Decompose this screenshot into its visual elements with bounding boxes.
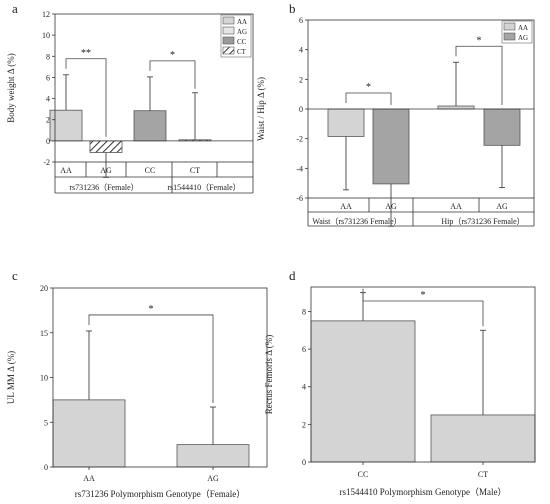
y-tick-label-3: 0 bbox=[299, 105, 303, 114]
significance-label-1: * bbox=[477, 35, 482, 46]
y-tick-label-4: 2 bbox=[299, 75, 303, 84]
plot-frame bbox=[54, 13, 254, 163]
y-tick-label-2: 10 bbox=[40, 374, 48, 383]
plot-frame bbox=[310, 286, 536, 463]
y-tick-label-0: -6 bbox=[296, 194, 303, 203]
bar-0 bbox=[310, 320, 416, 463]
significance-label-0: * bbox=[366, 82, 371, 93]
panel-c: c 0 5 10 15 20 UL MM Δ (%) AA AG rs731236 Polymor… bbox=[6, 268, 268, 499]
x-tick-label-1: AG bbox=[385, 202, 397, 211]
panel-letter: a bbox=[12, 1, 18, 16]
y-tick-label-2: 2 bbox=[46, 116, 50, 125]
significance-bracket-1 bbox=[149, 60, 196, 89]
y-tick-label-1: -4 bbox=[296, 164, 303, 173]
significance-bracket-0 bbox=[65, 58, 107, 137]
panel-a: a -2 0 2 4 6 8 10 12 Body weight Δ (%) AA AG CC CT rs7… bbox=[6, 1, 254, 194]
y-tick-label-4: 20 bbox=[40, 284, 48, 293]
legend-swatch-1 bbox=[503, 32, 516, 41]
y-tick-label-3: 4 bbox=[46, 95, 50, 104]
significance-label-0: * bbox=[421, 290, 426, 301]
bar-1 bbox=[372, 108, 410, 185]
group-label-0: Waist（rs731236 Female） bbox=[312, 217, 401, 226]
group-label-1: Hip（rs731236 Female） bbox=[441, 217, 524, 226]
y-tick-label-2: 4 bbox=[302, 383, 306, 392]
y-tick-label-0: -2 bbox=[43, 158, 50, 167]
group-label-0: rs731236（Female） bbox=[69, 183, 138, 192]
y-tick-label-4: 6 bbox=[46, 73, 50, 82]
x-tick-label-2: CC bbox=[145, 166, 156, 175]
panel-letter: c bbox=[12, 268, 18, 283]
x-tick-label-1: AG bbox=[207, 474, 219, 483]
y-axis-label: UL MM Δ (%) bbox=[6, 351, 16, 404]
x-axis-label: rs731236 Polymorphism Genotype（Female） bbox=[75, 489, 246, 499]
significance-bracket-0 bbox=[362, 288, 484, 327]
legend-swatch-2 bbox=[222, 36, 235, 45]
x-tick-label-1: AG bbox=[100, 166, 112, 175]
y-tick-label-3: 6 bbox=[302, 345, 306, 354]
significance-label-0: * bbox=[149, 304, 154, 315]
bar-1 bbox=[89, 140, 123, 153]
legend-label-1: AG bbox=[237, 28, 247, 36]
legend-swatch-1 bbox=[222, 26, 235, 35]
y-tick-label-6: 6 bbox=[299, 16, 303, 25]
bar-1 bbox=[176, 444, 250, 468]
y-axis-label: Waist / Hip Δ (%) bbox=[256, 77, 266, 141]
legend-label-1: AG bbox=[518, 34, 528, 42]
bar-2 bbox=[133, 110, 167, 142]
y-tick-label-1: 5 bbox=[44, 418, 48, 427]
y-tick-label-7: 12 bbox=[42, 10, 50, 19]
legend-swatch-0 bbox=[222, 16, 235, 25]
panel-b: b -6 -4 -2 0 2 4 6 Waist / Hip Δ (%) AA AG AA AG Wais… bbox=[256, 1, 535, 227]
y-tick-label-3: 15 bbox=[40, 329, 48, 338]
legend-label-0: AA bbox=[237, 18, 247, 26]
legend-swatch-0 bbox=[503, 22, 516, 31]
x-tick-label-0: AA bbox=[60, 166, 72, 175]
significance-bracket-0 bbox=[88, 314, 214, 404]
legend-label-0: AA bbox=[518, 24, 528, 32]
x-tick-label-0: AA bbox=[83, 474, 95, 483]
x-tick-label-0: CC bbox=[358, 470, 369, 479]
y-axis-label: Rectus Femoris Δ (%) bbox=[264, 335, 274, 415]
bar-1 bbox=[430, 414, 536, 463]
x-tick-label-2: AA bbox=[450, 202, 462, 211]
y-tick-label-5: 4 bbox=[299, 46, 303, 55]
y-tick-label-4: 8 bbox=[302, 307, 306, 316]
significance-bracket-1 bbox=[455, 45, 503, 105]
significance-label-0: ** bbox=[81, 48, 91, 59]
y-tick-label-1: 0 bbox=[46, 137, 50, 146]
x-tick-label-0: AA bbox=[340, 202, 352, 211]
panel-letter: b bbox=[289, 1, 296, 16]
bar-0 bbox=[327, 108, 365, 137]
y-tick-label-2: -2 bbox=[296, 135, 303, 144]
x-tick-label-3: AG bbox=[496, 202, 508, 211]
y-tick-label-1: 2 bbox=[302, 420, 306, 429]
legend-label-3: CT bbox=[237, 48, 247, 56]
bar-0 bbox=[52, 399, 126, 468]
x-axis-label: rs1544410 Polymorphism Genotype（Male） bbox=[340, 487, 507, 497]
panel-letter: d bbox=[289, 268, 296, 283]
legend-label-2: CC bbox=[237, 38, 247, 46]
y-tick-label-0: 0 bbox=[302, 458, 306, 467]
legend-swatch-3 bbox=[222, 46, 235, 55]
panel-d: d 0 2 4 6 8 Rectus Femoris Δ (%) CC CT rs1544410 … bbox=[264, 268, 536, 497]
bar-3 bbox=[483, 108, 521, 146]
group-label-1: rs1544410（Female） bbox=[167, 183, 240, 192]
y-tick-label-0: 0 bbox=[44, 463, 48, 472]
significance-bracket-0 bbox=[345, 92, 392, 105]
y-axis-label: Body weight Δ (%) bbox=[6, 53, 16, 123]
bar-2 bbox=[437, 105, 475, 110]
y-tick-label-5: 8 bbox=[46, 52, 50, 61]
x-tick-label-1: CT bbox=[478, 470, 488, 479]
x-tick-label-3: CT bbox=[190, 166, 200, 175]
y-tick-label-6: 10 bbox=[42, 31, 50, 40]
significance-label-1: * bbox=[170, 50, 175, 61]
